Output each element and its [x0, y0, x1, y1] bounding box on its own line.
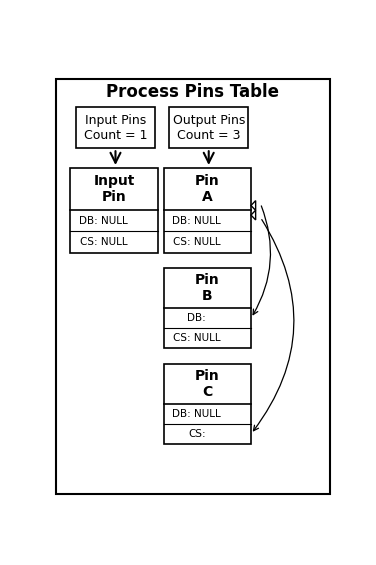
- Text: CS: NULL: CS: NULL: [80, 237, 127, 247]
- Text: Output Pins
Count = 3: Output Pins Count = 3: [173, 114, 245, 142]
- Text: Input
Pin: Input Pin: [93, 174, 135, 204]
- FancyBboxPatch shape: [56, 79, 330, 494]
- Text: CS: NULL: CS: NULL: [173, 237, 221, 247]
- Text: Pin
B: Pin B: [195, 273, 220, 303]
- Text: Process Pins Table: Process Pins Table: [106, 82, 279, 101]
- Text: DB:: DB:: [187, 313, 206, 323]
- FancyArrowPatch shape: [253, 220, 294, 431]
- Text: DB: NULL: DB: NULL: [173, 216, 221, 226]
- FancyBboxPatch shape: [76, 107, 155, 148]
- Text: DB: NULL: DB: NULL: [79, 216, 128, 226]
- Text: CS: NULL: CS: NULL: [173, 333, 221, 344]
- Text: CS:: CS:: [188, 429, 206, 439]
- FancyBboxPatch shape: [164, 268, 251, 349]
- FancyArrowPatch shape: [253, 206, 270, 315]
- FancyBboxPatch shape: [169, 107, 248, 148]
- Text: DB: NULL: DB: NULL: [173, 409, 221, 419]
- FancyBboxPatch shape: [70, 168, 158, 253]
- Text: Pin
C: Pin C: [195, 368, 220, 399]
- FancyBboxPatch shape: [164, 364, 251, 444]
- FancyBboxPatch shape: [164, 168, 251, 253]
- Text: Pin
A: Pin A: [195, 174, 220, 204]
- Text: Input Pins
Count = 1: Input Pins Count = 1: [84, 114, 147, 142]
